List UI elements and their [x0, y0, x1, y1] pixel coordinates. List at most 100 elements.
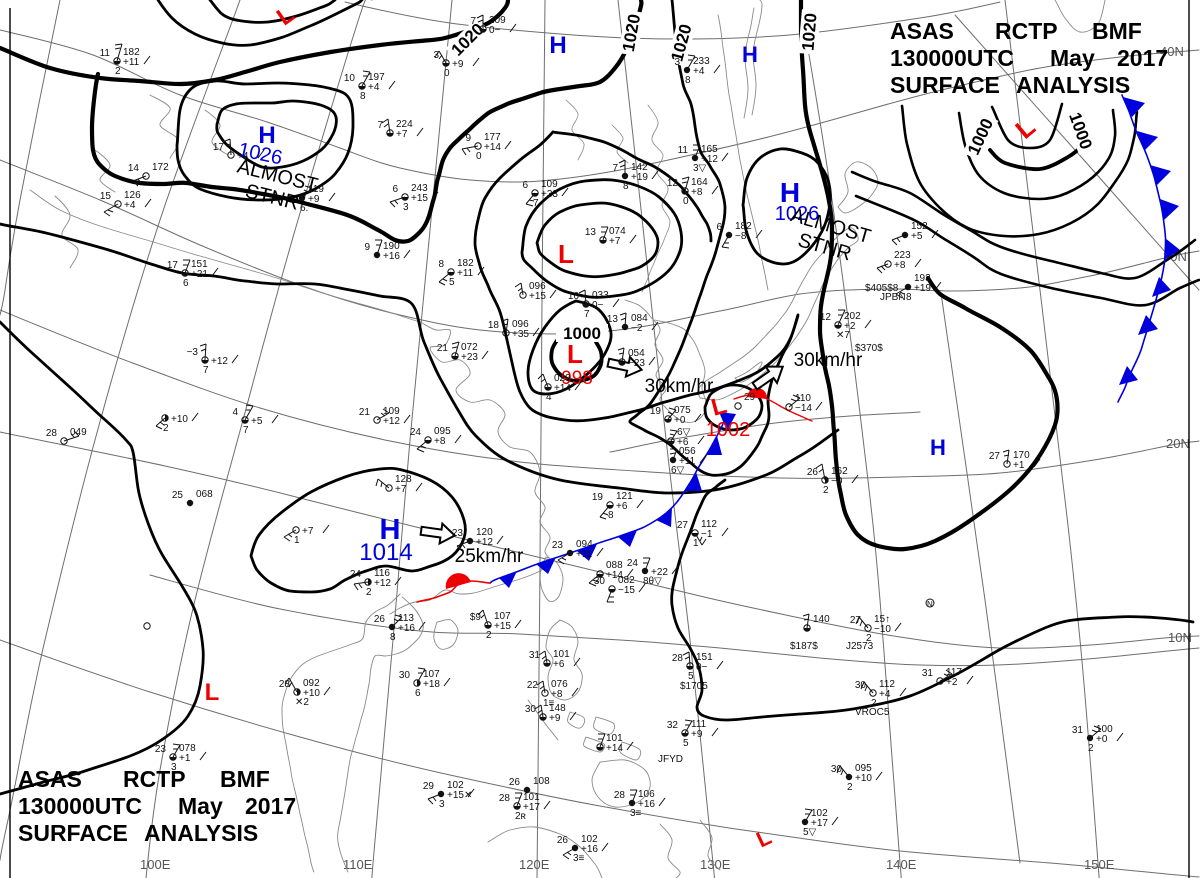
svg-text:6: 6 [183, 278, 189, 289]
svg-text:12: 12 [820, 312, 832, 323]
svg-text:111: 111 [691, 719, 707, 730]
svg-text:25km/hr: 25km/hr [455, 546, 524, 567]
svg-text:ANALYSIS: ANALYSIS [1016, 72, 1130, 98]
svg-text:+4: +4 [124, 200, 136, 211]
svg-text:095: 095 [434, 426, 451, 437]
svg-text:−14: −14 [795, 403, 812, 414]
svg-text:0: 0 [476, 151, 482, 162]
svg-text:$370$: $370$ [855, 343, 883, 354]
svg-text:4: 4 [546, 392, 552, 403]
svg-text:11: 11 [678, 145, 689, 156]
svg-text:27: 27 [677, 520, 689, 531]
svg-text:19: 19 [592, 492, 604, 503]
svg-text:15↑: 15↑ [874, 614, 890, 625]
svg-text:109: 109 [383, 406, 400, 417]
svg-text:100: 100 [1096, 724, 1113, 735]
svg-text:2ʀ: 2ʀ [515, 811, 527, 822]
svg-text:197: 197 [368, 72, 385, 83]
svg-text:30: 30 [831, 764, 843, 775]
svg-text:1014: 1014 [359, 539, 412, 566]
svg-text:3≡: 3≡ [573, 853, 585, 864]
svg-text:+15: +15 [411, 193, 428, 204]
svg-text:092: 092 [303, 678, 320, 689]
svg-text:H: H [549, 32, 566, 59]
svg-text:152: 152 [911, 221, 928, 232]
svg-text:2: 2 [1088, 743, 1094, 754]
svg-text:1020: 1020 [798, 12, 820, 51]
svg-text:223: 223 [894, 250, 911, 261]
svg-text:29: 29 [423, 781, 435, 792]
svg-text:243: 243 [411, 183, 428, 194]
svg-text:190: 190 [383, 241, 400, 252]
svg-text:8: 8 [438, 259, 444, 270]
svg-text:13: 13 [607, 314, 619, 325]
svg-text:30km/hr: 30km/hr [645, 376, 714, 397]
svg-text:27: 27 [989, 451, 1001, 462]
svg-text:7: 7 [533, 198, 539, 209]
svg-text:32: 32 [667, 720, 679, 731]
svg-text:+0: +0 [674, 415, 686, 426]
svg-text:+10: +10 [855, 773, 872, 784]
svg-text:+21: +21 [191, 269, 208, 280]
svg-text:3: 3 [439, 799, 445, 810]
svg-text:+14: +14 [484, 142, 501, 153]
svg-text:110E: 110E [343, 857, 373, 872]
svg-text:+7: +7 [395, 484, 407, 495]
svg-text:+10: +10 [303, 688, 320, 699]
svg-text:6▽: 6▽ [677, 427, 691, 438]
svg-text:26: 26 [807, 467, 819, 478]
svg-text:7: 7 [377, 120, 383, 131]
svg-text:+1: +1 [179, 753, 191, 764]
svg-text:+15✕: +15✕ [447, 790, 472, 801]
svg-text:✕2: ✕2 [295, 697, 309, 708]
svg-text:N: N [927, 600, 933, 609]
svg-text:31: 31 [922, 668, 934, 679]
svg-text:+19: +19 [914, 283, 931, 294]
svg-text:+6: +6 [677, 437, 689, 448]
svg-text:14: 14 [128, 163, 140, 174]
svg-text:112: 112 [701, 519, 717, 530]
svg-text:6: 6 [415, 688, 421, 699]
svg-text:+11: +11 [123, 57, 140, 68]
svg-text:084: 084 [631, 313, 648, 324]
svg-text:15: 15 [100, 191, 112, 202]
svg-text:+16: +16 [581, 844, 598, 855]
svg-text:29: 29 [744, 392, 756, 403]
svg-text:095: 095 [855, 763, 872, 774]
svg-text:ASAS: ASAS [890, 18, 954, 44]
svg-text:110: 110 [795, 393, 811, 404]
svg-text:L: L [708, 392, 729, 422]
svg-text:202: 202 [844, 311, 861, 322]
svg-text:8: 8 [608, 510, 614, 521]
svg-text:7: 7 [612, 163, 618, 174]
svg-text:102: 102 [811, 808, 828, 819]
svg-text:6: 6 [522, 180, 528, 191]
svg-text:3: 3 [403, 202, 409, 213]
svg-text:−15: −15 [618, 585, 635, 596]
svg-text:+11: +11 [679, 456, 696, 467]
svg-text:033: 033 [592, 290, 609, 301]
svg-text:074: 074 [609, 226, 626, 237]
svg-text:130000UTC: 130000UTC [890, 45, 1014, 71]
svg-text:5: 5 [683, 738, 689, 749]
svg-text:109: 109 [541, 179, 558, 190]
svg-text:+19: +19 [631, 172, 648, 183]
svg-text:2: 2 [866, 633, 872, 644]
svg-text:−2: −2 [631, 323, 643, 334]
svg-text:26: 26 [557, 835, 569, 846]
svg-text:177: 177 [484, 132, 501, 143]
svg-text:1: 1 [294, 535, 300, 546]
svg-text:28: 28 [279, 679, 291, 690]
svg-text:8θ▽: 8θ▽ [643, 576, 662, 587]
svg-text:2: 2 [486, 630, 492, 641]
svg-text:−3: −3 [187, 347, 199, 358]
svg-text:+4: +4 [693, 66, 705, 77]
svg-text:40N: 40N [1160, 44, 1184, 59]
svg-text:8: 8 [623, 181, 629, 192]
svg-text:30: 30 [594, 576, 606, 587]
svg-text:148: 148 [549, 703, 566, 714]
svg-text:10N: 10N [1168, 630, 1192, 645]
svg-text:31: 31 [529, 650, 541, 661]
svg-text:May: May [178, 793, 223, 819]
svg-text:+9: +9 [691, 729, 703, 740]
